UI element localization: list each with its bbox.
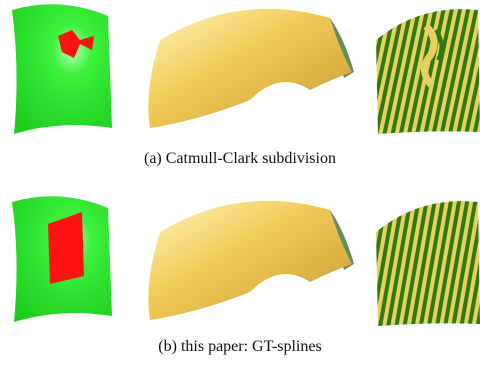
red-region	[58, 30, 94, 58]
stripe-reflection-render	[376, 9, 480, 135]
stripe-reflection-render	[376, 201, 480, 327]
patch-surface	[12, 4, 112, 135]
caption-a: (a) Catmull-Clark subdivision	[144, 150, 336, 167]
red-region	[48, 212, 84, 284]
surface-top	[148, 200, 352, 320]
stripe-distortion	[421, 23, 438, 89]
green-patch-render	[12, 196, 112, 322]
surface-top	[148, 8, 352, 128]
subfigure-b	[0, 188, 480, 328]
yellow-surface-render	[148, 200, 354, 320]
green-patch-render	[12, 4, 112, 135]
subfigure-a	[0, 0, 480, 140]
caption-b: (b) this paper: GT-splines	[158, 338, 322, 355]
yellow-surface-render	[148, 8, 354, 128]
